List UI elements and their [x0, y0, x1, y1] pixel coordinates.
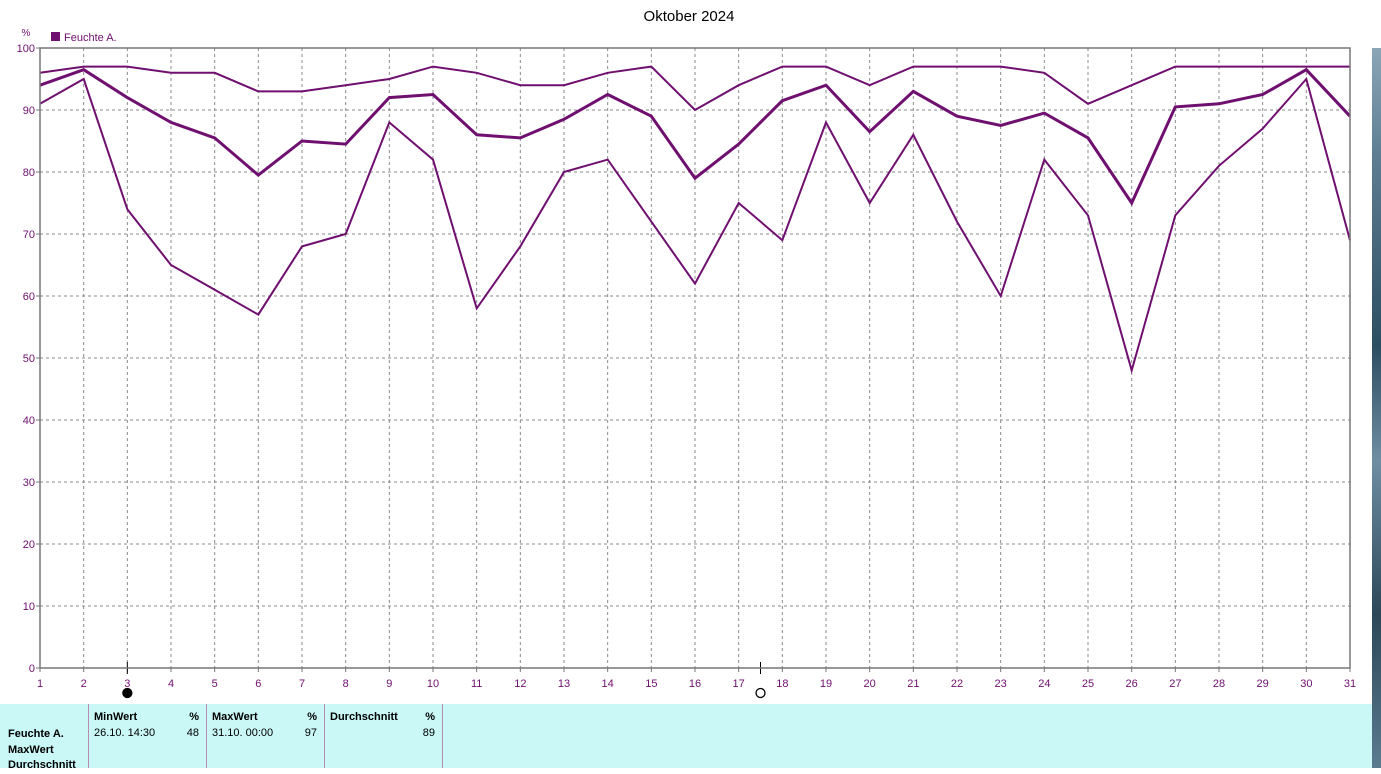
x-tick-label: 30 — [1300, 678, 1312, 690]
x-tick-label: 8 — [343, 678, 349, 690]
stats-col-max: MaxWert % 31.10. 00:00 97 — [206, 704, 324, 768]
stats-row-labels: Feuchte A. MaxWert Durchschnitt — [8, 727, 76, 774]
stats-col-min: MinWert % 26.10. 14:30 48 — [88, 704, 206, 768]
x-tick-label: 3 — [124, 678, 130, 690]
y-tick-label: 90 — [23, 105, 35, 117]
humidity-chart: Oktober 2024 % Feuchte A. 0 10 20 30 40 50 60 7… — [17, 8, 1356, 699]
x-tick-label: 19 — [820, 678, 832, 690]
x-tick-label: 16 — [689, 678, 701, 690]
x-tick-label: 17 — [733, 678, 745, 690]
grid — [40, 48, 1350, 668]
x-axis-ticks: 1 2 3 4 5 6 7 8 9 10 11 12 13 14 15 16 17 18 19 20 21 22 23 24 2… — [37, 668, 1356, 690]
x-tick-label: 2 — [81, 678, 87, 690]
stats-col-value: 89 — [422, 727, 435, 739]
full-moon-icon — [755, 687, 766, 699]
y-axis-ticks: 0 10 20 30 40 50 60 70 80 90 100 — [17, 43, 40, 675]
y-axis-unit: % — [22, 28, 31, 39]
statistics-panel: Feuchte A. MaxWert Durchschnitt MinWert … — [0, 704, 1372, 771]
stats-col-header: MinWert — [94, 711, 138, 723]
x-tick-label: 25 — [1082, 678, 1094, 690]
stats-col-timestamp: 31.10. 00:00 — [212, 727, 274, 739]
x-tick-label: 15 — [645, 678, 657, 690]
y-tick-label: 100 — [17, 43, 35, 55]
series-line — [39, 65, 1350, 112]
x-tick-label: 21 — [907, 678, 919, 690]
legend-swatch — [51, 32, 60, 41]
x-tick-label: 11 — [471, 678, 482, 690]
stats-col-avg: Durchschnitt % 89 — [324, 704, 443, 768]
series-lines — [39, 65, 1352, 375]
x-tick-label: 24 — [1038, 678, 1050, 690]
y-tick-label: 30 — [23, 477, 35, 489]
y-tick-label: 20 — [23, 539, 35, 551]
x-tick-label: 28 — [1213, 678, 1225, 690]
x-tick-label: 22 — [951, 678, 963, 690]
y-tick-label: 0 — [29, 663, 35, 675]
x-tick-label: 1 — [37, 678, 43, 690]
y-tick-label: 70 — [23, 229, 35, 241]
plot-frame — [39, 47, 1351, 669]
stats-col-unit: % — [189, 711, 199, 723]
x-tick-label: 7 — [299, 678, 305, 690]
stats-col-timestamp: 26.10. 14:30 — [94, 727, 156, 739]
stats-row-label: MaxWert — [8, 743, 54, 756]
y-tick-label: 60 — [23, 291, 35, 303]
stats-row-label: Feuchte A. — [8, 728, 64, 740]
x-tick-label: 12 — [514, 678, 526, 690]
x-tick-label: 5 — [212, 678, 218, 690]
y-tick-label: 40 — [23, 415, 35, 427]
chart-title: Oktober 2024 — [644, 8, 735, 25]
stats-row-label: Durchschnitt — [8, 759, 76, 771]
stats-col-header: MaxWert — [212, 711, 258, 723]
x-tick-label: 18 — [776, 678, 788, 690]
x-tick-label: 29 — [1257, 678, 1269, 690]
x-tick-label: 23 — [995, 678, 1007, 690]
x-tick-label: 9 — [386, 678, 392, 690]
x-tick-label: 4 — [168, 678, 174, 690]
stats-col-header: Durchschnitt — [330, 711, 398, 723]
x-tick-label: 31 — [1344, 678, 1356, 690]
x-tick-label: 20 — [864, 678, 876, 690]
x-tick-label: 26 — [1126, 678, 1138, 690]
new-moon-icon — [122, 687, 133, 699]
series-line — [39, 67, 1352, 207]
stats-col-value: 97 — [304, 727, 317, 739]
y-tick-label: 10 — [23, 601, 35, 613]
legend-label: Feuchte A. — [64, 32, 117, 44]
background-strip-cover — [1372, 0, 1381, 48]
moon-markers — [122, 662, 766, 699]
background-image-strip — [1372, 0, 1381, 768]
stats-col-value: 48 — [186, 727, 199, 739]
x-tick-label: 14 — [602, 678, 614, 690]
stats-col-unit: % — [425, 711, 435, 723]
series-line — [39, 76, 1351, 375]
x-tick-label: 6 — [255, 678, 261, 690]
x-tick-label: 13 — [558, 678, 570, 690]
stats-col-unit: % — [307, 711, 317, 723]
x-tick-label: 27 — [1169, 678, 1181, 690]
y-tick-label: 50 — [23, 353, 35, 365]
y-tick-label: 80 — [23, 167, 35, 179]
x-tick-label: 10 — [427, 678, 439, 690]
